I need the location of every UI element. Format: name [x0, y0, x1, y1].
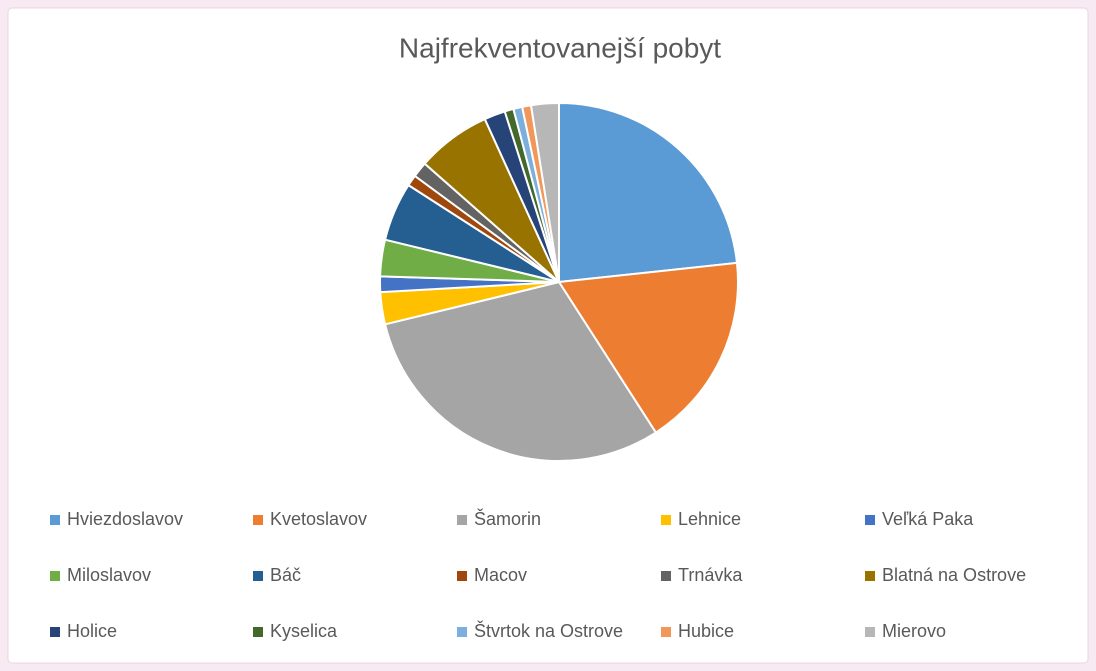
legend-swatch	[253, 627, 263, 637]
legend-swatch	[661, 515, 671, 525]
legend-label: Kyselica	[270, 621, 338, 641]
legend-swatch	[865, 515, 875, 525]
legend-swatch	[50, 571, 60, 581]
legend-label: Macov	[474, 565, 527, 585]
legend-swatch	[50, 627, 60, 637]
pie-slice	[557, 261, 739, 434]
legend-swatch	[457, 571, 467, 581]
pie-slice	[558, 101, 739, 284]
legend-label: Hubice	[678, 621, 734, 641]
legend-swatch	[457, 627, 467, 637]
legend-swatch	[253, 571, 263, 581]
legend-label: Hviezdoslavov	[67, 509, 183, 529]
legend-label: Miloslavov	[67, 565, 151, 585]
legend-label: Kvetoslavov	[270, 509, 367, 529]
legend-label: Trnávka	[678, 565, 743, 585]
legend-label: Štvrtok na Ostrove	[474, 620, 623, 641]
pie-slice	[529, 101, 560, 283]
legend-label: Báč	[270, 565, 301, 585]
legend-swatch	[457, 515, 467, 525]
legend-swatch	[865, 627, 875, 637]
legend-label: Šamorin	[474, 508, 541, 529]
legend-label: Holice	[67, 621, 117, 641]
legend-swatch	[50, 515, 60, 525]
legend-label: Veľká Paka	[882, 509, 974, 529]
legend-label: Lehnice	[678, 509, 741, 529]
legend-swatch	[661, 571, 671, 581]
legend-swatch	[661, 627, 671, 637]
legend-swatch	[865, 571, 875, 581]
legend-swatch	[253, 515, 263, 525]
legend-label: Mierovo	[882, 621, 946, 641]
pie-slice	[383, 280, 658, 462]
legend-label: Blatná na Ostrove	[882, 565, 1026, 585]
chart-title: Najfrekventovanejší pobyt	[399, 32, 721, 63]
